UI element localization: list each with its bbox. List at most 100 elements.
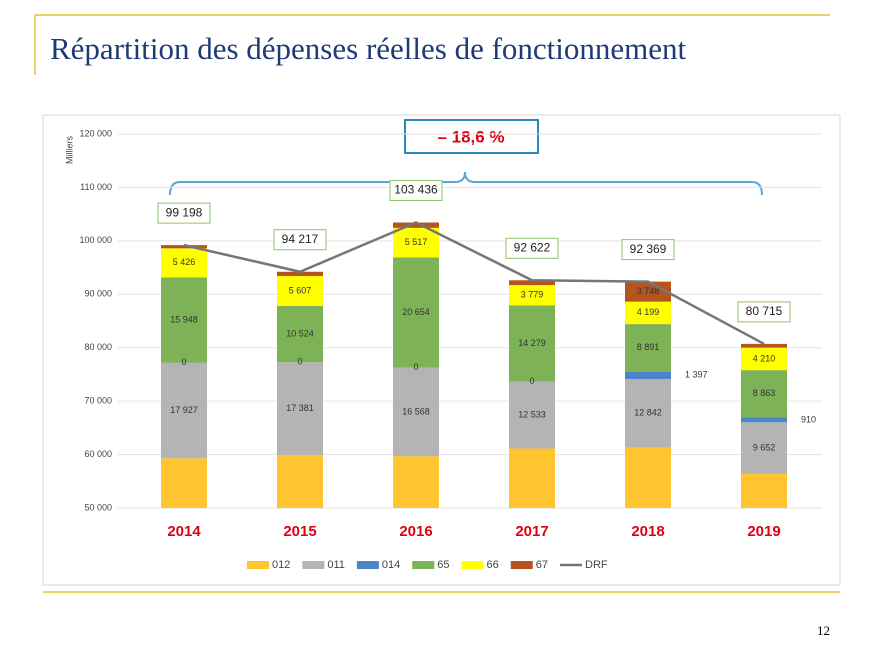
value-label: 5 426 <box>173 257 196 267</box>
value-label: 15 948 <box>170 314 198 324</box>
bar-segment <box>161 277 207 363</box>
legend-swatch <box>302 561 325 569</box>
line-label: 94 217 <box>282 232 319 246</box>
value-label: 8 863 <box>753 388 776 398</box>
value-label: 3 779 <box>521 290 544 300</box>
bar-segment <box>161 248 207 278</box>
y-tick-label: 120 000 <box>79 128 112 138</box>
chart-frame <box>42 114 841 586</box>
bar-segment <box>741 473 787 508</box>
annotation-box <box>404 119 539 154</box>
bar-segment <box>277 455 323 508</box>
bar-segment <box>625 371 671 380</box>
legend-label: 012 <box>272 559 290 571</box>
bar-segment <box>509 305 555 382</box>
legend-swatch <box>356 561 379 569</box>
value-label: 9 652 <box>753 443 776 453</box>
value-label: 0 <box>413 362 418 372</box>
bar-segment <box>625 324 671 372</box>
value-label: 20 654 <box>402 307 430 317</box>
line-label: 99 198 <box>166 205 203 219</box>
bar-segment <box>509 280 555 286</box>
legend-swatch <box>247 561 269 569</box>
y-tick-label: 50 000 <box>84 502 112 512</box>
bar-segment <box>277 271 323 277</box>
line-label: 92 369 <box>630 242 667 256</box>
y-tick-label: 90 000 <box>84 289 112 299</box>
line-label: 92 622 <box>514 240 551 254</box>
value-label: 3 748 <box>637 286 660 296</box>
line-label-box <box>737 301 791 323</box>
bar-segment <box>509 448 555 508</box>
bar-segment <box>277 276 323 306</box>
legend-label: 011 <box>327 559 345 571</box>
value-label: 12 842 <box>634 408 662 418</box>
value-label: 10 524 <box>286 328 314 338</box>
value-label: 5 517 <box>405 237 428 247</box>
y-tick-label: 80 000 <box>84 342 112 352</box>
bar-segment <box>277 305 323 363</box>
legend-label: 67 <box>536 559 548 571</box>
legend-swatch <box>510 561 533 569</box>
line-label-box <box>621 239 675 261</box>
legend-label: 66 <box>487 559 499 571</box>
bar-segment <box>509 381 555 449</box>
bar-segment <box>277 362 323 456</box>
value-label: 4 210 <box>753 353 776 363</box>
value-label: 0 <box>181 357 186 367</box>
value-label: 910 <box>801 414 816 424</box>
value-label: 17 927 <box>170 405 198 415</box>
line-label: 103 436 <box>394 183 438 197</box>
line-label-box <box>157 202 211 224</box>
value-label: 17 381 <box>286 403 314 413</box>
legend-label: 014 <box>382 559 400 571</box>
bar-segment <box>393 456 439 508</box>
legend-swatch <box>461 561 484 569</box>
value-label: 12 533 <box>518 409 546 419</box>
value-label: 0 <box>529 376 534 386</box>
x-tick-label: 2017 <box>515 523 548 540</box>
annotation: – 18,6 % <box>437 127 504 146</box>
bar-segment <box>393 367 439 457</box>
line-label-box <box>505 237 559 259</box>
value-label: 16 568 <box>402 406 430 416</box>
x-tick-label: 2018 <box>631 523 664 540</box>
page-number: 12 <box>817 623 830 638</box>
y-tick-label: 70 000 <box>84 396 112 406</box>
bar-segment <box>741 422 787 474</box>
bar-segment <box>625 379 671 448</box>
bar-segment <box>509 285 555 306</box>
value-label: 8 891 <box>637 342 660 352</box>
bar-segment <box>161 458 207 508</box>
line <box>183 221 765 345</box>
bar-segment <box>393 227 439 258</box>
x-tick-label: 2015 <box>283 523 316 540</box>
bar-segment <box>741 417 787 423</box>
y-axis-label: Milliers <box>64 136 74 164</box>
value-label: 14 279 <box>518 338 546 348</box>
line-label-box <box>389 179 443 201</box>
bar-segment <box>625 447 671 508</box>
line-label: 80 715 <box>746 304 783 318</box>
legend-label: 65 <box>437 559 449 571</box>
bar-segment <box>625 301 671 325</box>
y-tick-label: 60 000 <box>84 449 112 459</box>
bar-segment <box>393 222 439 228</box>
value-label: 5 607 <box>289 285 312 295</box>
bar-segment <box>393 257 439 368</box>
bracket <box>169 171 763 196</box>
value-label: 1 397 <box>685 370 708 380</box>
y-tick-label: 100 000 <box>79 235 112 245</box>
bar-segment <box>161 362 207 459</box>
y-tick-label: 110 000 <box>80 182 112 192</box>
line-label-box <box>273 229 327 251</box>
value-label: 0 <box>297 357 302 367</box>
x-tick-label: 2019 <box>747 523 780 540</box>
bar-segment <box>161 245 207 249</box>
value-label: 4 199 <box>637 307 660 317</box>
bar-segment <box>741 343 787 348</box>
x-tick-label: 2016 <box>399 523 432 540</box>
legend-label: DRF <box>585 559 608 571</box>
x-tick-label: 2014 <box>167 523 201 540</box>
